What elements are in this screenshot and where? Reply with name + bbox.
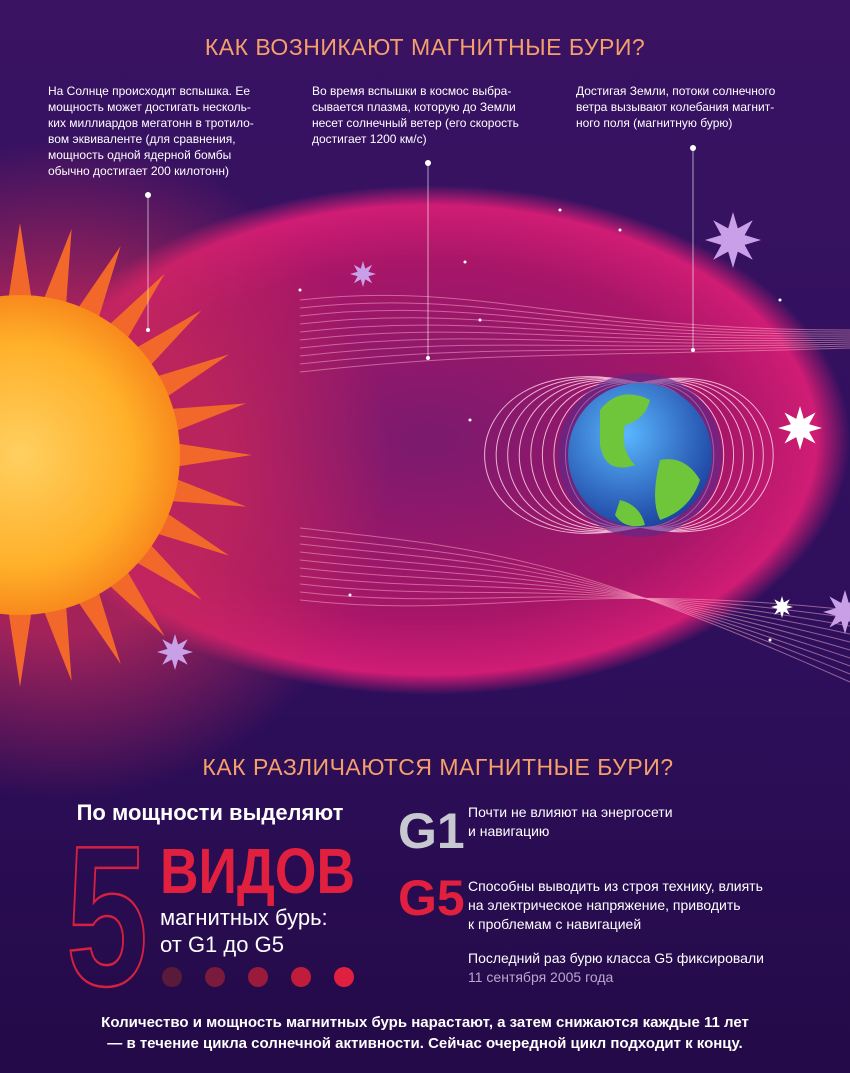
- class-text: и навигацию: [468, 823, 549, 839]
- subtitle: магнитных бурь:: [160, 905, 328, 930]
- sun-ray: [40, 228, 72, 313]
- note: Последний раз бурю класса G5 фиксировали: [468, 950, 764, 966]
- star-dot: [778, 298, 782, 302]
- step-text: ветра вызывают колебания магнит-: [576, 100, 774, 114]
- star: [705, 212, 761, 268]
- sun-ray: [103, 563, 165, 637]
- wind-line: [299, 591, 850, 619]
- class-label: G1: [398, 803, 465, 859]
- sun-ray: [169, 442, 252, 468]
- field-line: [541, 381, 641, 529]
- sun-ray: [40, 597, 72, 682]
- star: [157, 634, 193, 670]
- step-text: обычно достигает 200 килотонн): [48, 164, 229, 178]
- subtitle: от G1 до G5: [160, 932, 284, 957]
- step-text: На Солнце происходит вспышка. Ее: [48, 84, 250, 98]
- star-dot: [463, 260, 467, 264]
- sun-ray: [149, 354, 230, 402]
- intro: По мощности выделяют: [77, 800, 344, 825]
- kinds: ВИДОВ: [160, 835, 355, 907]
- step-text: вом эквиваленте (для сравнения,: [48, 132, 236, 146]
- sun-ray: [162, 475, 247, 507]
- class-label: G5: [398, 870, 465, 926]
- wind-line: [299, 535, 850, 675]
- wind-line: [299, 527, 850, 683]
- field-line: [507, 378, 641, 532]
- sun-ray: [128, 310, 202, 372]
- class-text: на электрическое напряжение, приводить: [468, 897, 741, 913]
- wind-line: [299, 302, 850, 333]
- star-dot: [558, 208, 562, 212]
- star: [778, 406, 822, 450]
- sun-ray: [162, 403, 247, 435]
- number: 5: [66, 805, 148, 1028]
- star-dot: [348, 593, 352, 597]
- field-line: [639, 380, 744, 530]
- step-text: Во время вспышки в космос выбра-: [312, 84, 511, 98]
- star: [771, 596, 793, 618]
- wind-line: [299, 317, 850, 337]
- field-line: [639, 377, 774, 533]
- sun-ray: [103, 273, 165, 347]
- step-text: мощность может достигать несколь-: [48, 100, 251, 114]
- field-line: [518, 379, 641, 531]
- wind-line: [299, 597, 850, 611]
- wind-line: [299, 338, 850, 349]
- wind-line: [299, 559, 850, 651]
- sun-ray: [128, 538, 202, 600]
- note-date: 11 сентября 2005 года: [468, 969, 614, 985]
- footer: — в течение цикла солнечной активности. …: [107, 1035, 742, 1052]
- wind-line: [299, 543, 850, 667]
- wind-line: [299, 575, 850, 635]
- star-dot: [618, 228, 622, 232]
- step-text: ких миллиардов мегатонн в тротило-: [48, 116, 254, 130]
- sun-ray: [73, 245, 121, 326]
- section-title: КАК РАЗЛИЧАЮТСЯ МАГНИТНЫЕ БУРИ?: [202, 754, 673, 780]
- wind-line: [299, 583, 850, 627]
- wind-line: [299, 347, 850, 373]
- sun: [0, 295, 180, 615]
- sun-ray: [149, 508, 230, 556]
- stars: [157, 208, 850, 670]
- wind-line: [299, 345, 850, 365]
- field-line: [484, 376, 641, 534]
- field-line: [639, 379, 754, 531]
- step-text: достигает 1200 км/с): [312, 132, 427, 146]
- field-line: [639, 380, 734, 530]
- section-title: КАК ВОЗНИКАЮТ МАГНИТНЫЕ БУРИ?: [205, 34, 645, 60]
- class-text: Способны выводить из строя технику, влия…: [468, 878, 763, 894]
- sun-rays: [7, 223, 252, 687]
- scale-dots: [162, 967, 354, 987]
- step-text: ного поля (магнитную бурю): [576, 116, 732, 130]
- wind-line: [299, 343, 850, 357]
- star-dot: [768, 638, 772, 642]
- field-line: [639, 378, 764, 532]
- step-text: сывается плазма, которую до Земли: [312, 100, 516, 114]
- star: [823, 590, 850, 634]
- star: [350, 261, 376, 287]
- class-text: Почти не влияют на энергосети: [468, 804, 673, 820]
- wind-line: [299, 331, 850, 342]
- wind-line: [299, 309, 850, 335]
- field-line: [495, 377, 641, 533]
- sun-ray: [7, 604, 33, 687]
- wind-line: [299, 551, 850, 659]
- star-dot: [468, 418, 472, 422]
- continents: [600, 394, 700, 527]
- wind-line: [299, 567, 850, 643]
- footer: Количество и мощность магнитных бурь нар…: [101, 1014, 749, 1031]
- step-text: мощность одной ядерной бомбы: [48, 148, 231, 162]
- star-dot: [298, 288, 302, 292]
- sun-ray: [7, 223, 33, 306]
- star-dot: [478, 318, 482, 322]
- field-line: [530, 380, 641, 530]
- pointers: [145, 145, 696, 360]
- step-text: Достигая Земли, потоки солнечного: [576, 84, 776, 98]
- class-text: к проблемам с навигацией: [468, 916, 641, 932]
- wind-line: [299, 324, 850, 339]
- sun-ray: [73, 584, 121, 665]
- wind-line: [299, 294, 850, 331]
- step-text: несет солнечный ветер (его скорость: [312, 116, 519, 130]
